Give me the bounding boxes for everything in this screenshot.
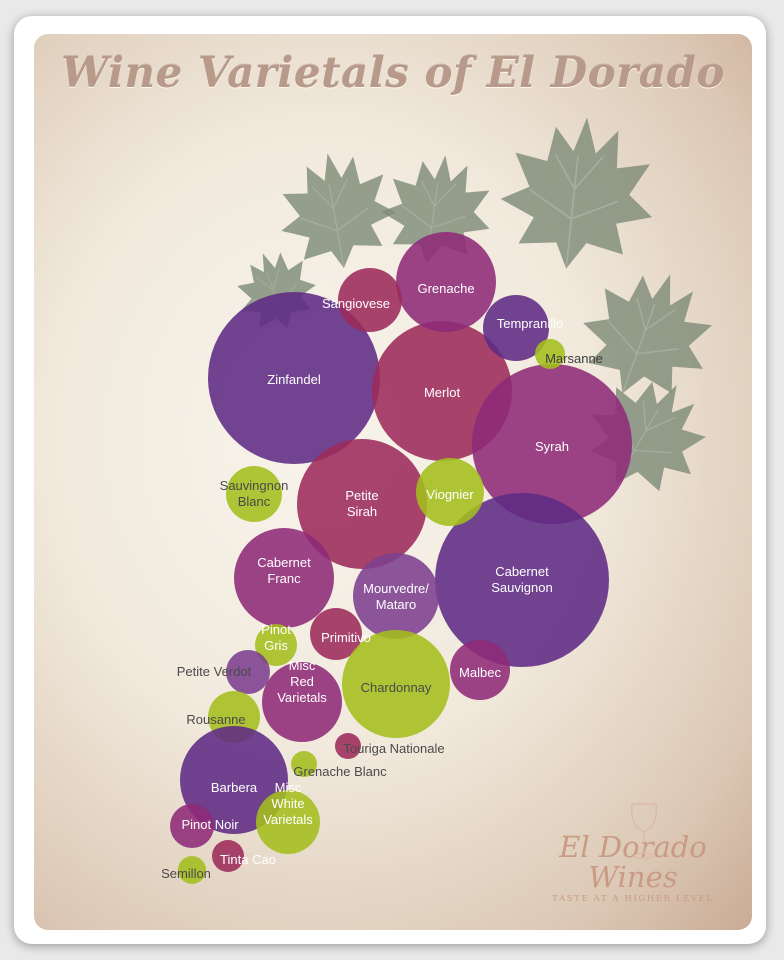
grape-label-misc-red-varietals: Misc Red Varietals (277, 658, 327, 705)
grape-bubble-primitivo (310, 608, 362, 660)
grape-label-touriga-nationale: Touriga Nationale (343, 741, 444, 756)
grape-bubble-sauvingnon-blanc (226, 466, 282, 522)
grape-label-semillon: Semillon (161, 866, 211, 881)
leaf-left (281, 153, 396, 269)
grape-label-pinot-gris: Pinot Gris (261, 622, 291, 653)
grape-bubbles: Zinfandel Merlot Syrah Cabernet Sauvignon Pet… (161, 232, 632, 884)
grape-label-mourvedre-mataro: Mourvedre/Mataro (363, 581, 429, 612)
grape-label-misc-white-varietals: Misc White Varietals (263, 780, 313, 827)
grape-bubble-touriga-nationale (335, 733, 361, 759)
grape-bubble-sangiovese (338, 268, 402, 332)
grape-label-rousanne: Rousanne (186, 712, 245, 727)
grape-label-tinta-cao: Tinta Cao (220, 852, 276, 867)
grape-bubble-grenache (396, 232, 496, 332)
grape-bubble-syrah (472, 364, 632, 524)
grape-label-grenache: Grenache (417, 281, 474, 296)
grape-label-viognier: Viognier (426, 487, 474, 502)
grape-bubble-petite-verdot (226, 650, 270, 694)
grape-label-cabernet-sauvignon: Cabernet Sauvignon (491, 564, 552, 595)
grape-bubble-petite-sirah (297, 439, 427, 569)
grape-bubble-cabernet-franc (234, 528, 334, 628)
grape-bubble-malbec (450, 640, 510, 700)
grape-bubble-viognier (416, 458, 484, 526)
grape-label-malbec: Malbec (459, 665, 501, 680)
el-dorado-wines-logo: El Dorado Wines TASTE AT A HIGHER LEVEL (528, 803, 738, 904)
grape-label-tempranillo: Tempranillo (497, 316, 563, 331)
grape-label-barbera: Barbera (211, 780, 258, 795)
poster-title: Wine Varietals of El Dorado (61, 48, 725, 97)
grape-label-primitivo: Primitivo (321, 630, 371, 645)
grape-bubble-pinot-gris (255, 624, 297, 666)
grape-bubble-semillon (178, 856, 206, 884)
grape-label-sangiovese: Sangiovese (322, 296, 390, 311)
grape-bubble-cabernet-sauvignon (435, 493, 609, 667)
wine-glass-icon (631, 803, 657, 860)
grape-label-chardonnay: Chardonnay (361, 680, 432, 695)
grape-bubble-misc-white-varietals (256, 790, 320, 854)
grape-label-syrah: Syrah (535, 439, 569, 454)
grape-label-cabernet-franc: Cabernet Franc (257, 555, 311, 586)
leaf-right (583, 274, 713, 394)
grape-label-merlot: Merlot (424, 385, 461, 400)
grape-label-grenache-blanc: Grenache Blanc (293, 764, 387, 779)
grape-bubble-tempranillo (483, 295, 549, 361)
grape-label-marsanne: Marsanne (545, 351, 603, 366)
grape-bubble-zinfandel (208, 292, 380, 464)
grape-bubble-mourvedre-mataro (353, 553, 439, 639)
grape-bubble-grenache-blanc (291, 751, 317, 777)
grape-bubble-tinta-cao (212, 840, 244, 872)
leaf-top-right (500, 117, 652, 269)
logo-brand: El Dorado Wines (559, 830, 707, 894)
poster: Zinfandel Merlot Syrah Cabernet Sauvignon Pet… (34, 34, 752, 930)
grape-label-zinfandel: Zinfandel (267, 372, 321, 387)
grape-bubble-chardonnay (342, 630, 450, 738)
grape-bubble-pinot-noir (170, 804, 214, 848)
grape-label-pinot-noir: Pinot Noir (181, 817, 239, 832)
grape-label-sauvingnon-blanc: Sauvingnon Blanc (220, 478, 289, 509)
grape-bubble-misc-red-varietals (262, 662, 342, 742)
logo-tagline: TASTE AT A HIGHER LEVEL (552, 894, 714, 904)
grape-label-petite-sirah: Petite Sirah (345, 488, 378, 519)
grape-bubble-marsanne (535, 339, 565, 369)
grape-cluster-illustration: Zinfandel Merlot Syrah Cabernet Sauvignon Pet… (161, 117, 713, 884)
grape-label-petite-verdot: Petite Verdot (177, 664, 252, 679)
